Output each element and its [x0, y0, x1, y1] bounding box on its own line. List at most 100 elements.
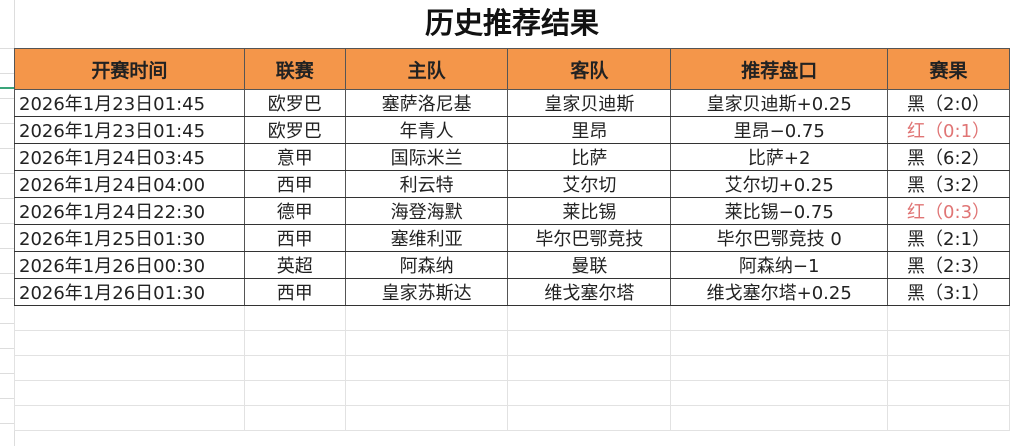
table-row: 2026年1月23日01:45 欧罗巴 塞萨洛尼基 皇家贝迪斯 皇家贝迪斯+0.25 黑（… [14, 89, 1010, 117]
cell-time[interactable]: 2026年1月25日01:30 [14, 224, 245, 252]
empty-cell[interactable] [344, 405, 509, 431]
empty-cell[interactable] [670, 355, 889, 381]
gutter-gridline [0, 198, 14, 199]
cell-league[interactable]: 西甲 [243, 170, 346, 198]
empty-cell[interactable] [670, 330, 889, 356]
empty-cell[interactable] [14, 305, 245, 331]
cell-result[interactable]: 黑（3:1） [887, 278, 1010, 306]
empty-cell[interactable] [887, 355, 1010, 381]
cell-league[interactable]: 德甲 [243, 197, 346, 225]
cell-pick[interactable]: 毕尔巴鄂竞技 0 [670, 224, 889, 252]
empty-cell[interactable] [887, 380, 1010, 406]
empty-cell[interactable] [344, 305, 509, 331]
empty-cell[interactable] [507, 355, 672, 381]
gutter-gridline [0, 73, 14, 74]
empty-cell[interactable] [670, 380, 889, 406]
empty-cell[interactable] [887, 405, 1010, 431]
table-row: 2026年1月26日01:30 西甲 皇家苏斯达 维戈塞尔塔 维戈塞尔塔+0.25 黑（3… [14, 278, 1010, 306]
cell-home[interactable]: 塞维利亚 [344, 224, 509, 252]
cell-away[interactable]: 皇家贝迪斯 [507, 89, 672, 117]
gutter-gridline [0, 323, 14, 324]
cell-pick[interactable]: 维戈塞尔塔+0.25 [670, 278, 889, 306]
cell-pick[interactable]: 皇家贝迪斯+0.25 [670, 89, 889, 117]
cell-home[interactable]: 利云特 [344, 170, 509, 198]
cell-pick[interactable]: 比萨+2 [670, 143, 889, 171]
empty-cell[interactable] [507, 305, 672, 331]
cell-home[interactable]: 皇家苏斯达 [344, 278, 509, 306]
cell-time[interactable]: 2026年1月24日22:30 [14, 197, 245, 225]
cell-home[interactable]: 塞萨洛尼基 [344, 89, 509, 117]
cell-pick[interactable]: 艾尔切+0.25 [670, 170, 889, 198]
cell-time[interactable]: 2026年1月26日01:30 [14, 278, 245, 306]
empty-cell[interactable] [243, 305, 346, 331]
col-header-home[interactable]: 主队 [344, 48, 509, 90]
cell-result[interactable]: 黑（6:2） [887, 143, 1010, 171]
cell-away[interactable]: 毕尔巴鄂竞技 [507, 224, 672, 252]
cell-away[interactable]: 曼联 [507, 251, 672, 279]
empty-cell[interactable] [507, 405, 672, 431]
cell-time[interactable]: 2026年1月23日01:45 [14, 89, 245, 117]
empty-cell[interactable] [507, 330, 672, 356]
gutter-gridline [0, 173, 14, 174]
cell-home[interactable]: 海登海默 [344, 197, 509, 225]
empty-cell[interactable] [14, 405, 245, 431]
empty-cell[interactable] [887, 305, 1010, 331]
empty-cell[interactable] [507, 380, 672, 406]
empty-row [14, 405, 1010, 431]
cell-result[interactable]: 黑（2:1） [887, 224, 1010, 252]
cell-away[interactable]: 维戈塞尔塔 [507, 278, 672, 306]
header-row: 开赛时间 联赛 主队 客队 推荐盘口 赛果 [14, 48, 1010, 90]
empty-cell[interactable] [344, 380, 509, 406]
table-row: 2026年1月25日01:30 西甲 塞维利亚 毕尔巴鄂竞技 毕尔巴鄂竞技 0 黑（2:1… [14, 224, 1010, 252]
empty-cell[interactable] [14, 355, 245, 381]
cell-league[interactable]: 西甲 [243, 278, 346, 306]
cell-away[interactable]: 莱比锡 [507, 197, 672, 225]
cell-result[interactable]: 黑（2:0） [887, 89, 1010, 117]
empty-cell[interactable] [344, 330, 509, 356]
gutter-gridline [0, 48, 14, 49]
cell-pick[interactable]: 里昂−0.75 [670, 116, 889, 144]
table-row: 2026年1月24日04:00 西甲 利云特 艾尔切 艾尔切+0.25 黑（3:2） [14, 170, 1010, 198]
empty-cell[interactable] [670, 305, 889, 331]
cell-result[interactable]: 红（0:1） [887, 116, 1010, 144]
cell-time[interactable]: 2026年1月24日03:45 [14, 143, 245, 171]
gutter-gridline [0, 248, 14, 249]
cell-result[interactable]: 黑（3:2） [887, 170, 1010, 198]
empty-cell[interactable] [887, 330, 1010, 356]
cell-result[interactable]: 红（0:3） [887, 197, 1010, 225]
cell-time[interactable]: 2026年1月23日01:45 [14, 116, 245, 144]
col-header-league[interactable]: 联赛 [243, 48, 346, 90]
empty-cell[interactable] [243, 380, 346, 406]
cell-home[interactable]: 年青人 [344, 116, 509, 144]
empty-cell[interactable] [243, 330, 346, 356]
empty-cell[interactable] [243, 405, 346, 431]
cell-league[interactable]: 意甲 [243, 143, 346, 171]
gutter-gridline [0, 223, 14, 224]
cell-league[interactable]: 西甲 [243, 224, 346, 252]
cell-time[interactable]: 2026年1月24日04:00 [14, 170, 245, 198]
cell-league[interactable]: 欧罗巴 [243, 116, 346, 144]
empty-cell[interactable] [344, 355, 509, 381]
col-header-away[interactable]: 客队 [507, 48, 672, 90]
cell-time[interactable]: 2026年1月26日00:30 [14, 251, 245, 279]
cell-home[interactable]: 国际米兰 [344, 143, 509, 171]
empty-cell[interactable] [14, 330, 245, 356]
selected-row-indicator [0, 87, 14, 89]
cell-away[interactable]: 比萨 [507, 143, 672, 171]
cell-pick[interactable]: 阿森纳−1 [670, 251, 889, 279]
empty-cell[interactable] [14, 380, 245, 406]
cell-league[interactable]: 英超 [243, 251, 346, 279]
empty-cell[interactable] [670, 405, 889, 431]
cell-away[interactable]: 里昂 [507, 116, 672, 144]
gutter-gridline [0, 373, 14, 374]
col-header-pick[interactable]: 推荐盘口 [670, 48, 889, 90]
cell-league[interactable]: 欧罗巴 [243, 89, 346, 117]
col-header-time[interactable]: 开赛时间 [14, 48, 245, 90]
empty-cell[interactable] [243, 355, 346, 381]
cell-result[interactable]: 黑（2:3） [887, 251, 1010, 279]
cell-home[interactable]: 阿森纳 [344, 251, 509, 279]
cell-pick[interactable]: 莱比锡−0.75 [670, 197, 889, 225]
table-row: 2026年1月23日01:45 欧罗巴 年青人 里昂 里昂−0.75 红（0:1） [14, 116, 1010, 144]
cell-away[interactable]: 艾尔切 [507, 170, 672, 198]
col-header-result[interactable]: 赛果 [887, 48, 1010, 90]
